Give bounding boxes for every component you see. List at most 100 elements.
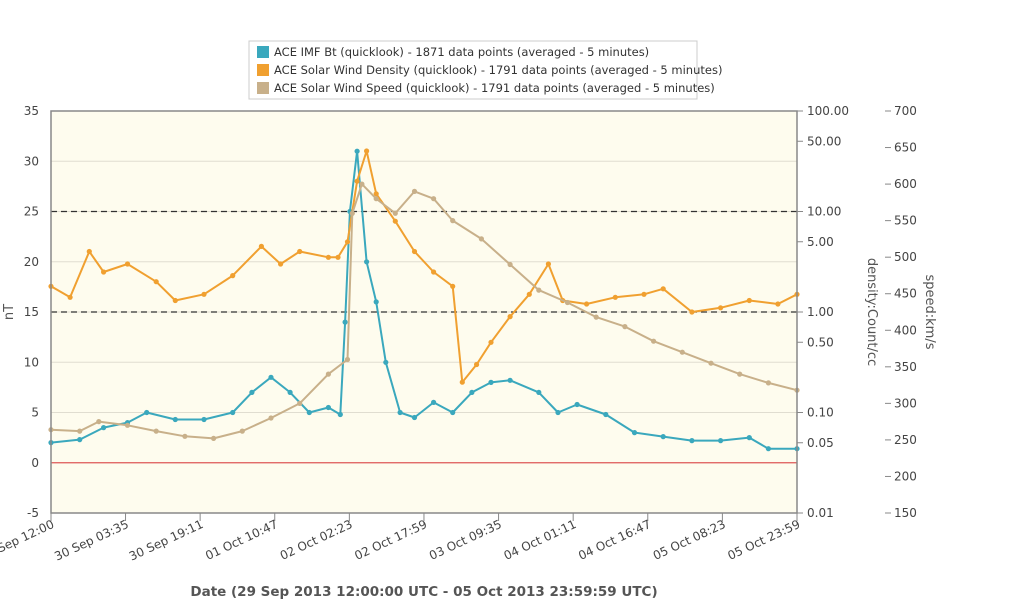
data-point-speed — [564, 299, 571, 306]
data-point-imf — [431, 399, 437, 405]
data-point-imf — [249, 389, 255, 395]
data-point-imf — [746, 435, 752, 441]
density-tick-label: 0.50 — [807, 335, 834, 349]
data-point-imf — [325, 404, 331, 411]
data-point-speed — [268, 415, 274, 421]
data-point-speed — [373, 196, 379, 202]
legend-label-density: ACE Solar Wind Density (quicklook) - 179… — [274, 63, 722, 77]
data-point-density — [545, 261, 552, 267]
speed-axis-ticks: 150 200 250 300 350 400 450 500 550 600 650 700 — [885, 104, 917, 520]
data-point-imf — [230, 409, 236, 416]
data-point-imf — [383, 359, 389, 365]
data-point-density — [689, 309, 695, 315]
data-point-density — [101, 269, 107, 275]
data-point-speed — [359, 181, 365, 187]
data-point-imf — [718, 438, 724, 444]
x-axis-title: Date (29 Sep 2013 12:00:00 UTC - 05 Oct … — [190, 584, 657, 600]
data-point-speed — [536, 287, 542, 293]
data-point-speed — [77, 428, 83, 434]
legend-label-speed: ACE Solar Wind Speed (quicklook) - 1791 … — [274, 81, 715, 95]
data-point-density — [344, 239, 351, 245]
data-point-speed — [651, 338, 657, 344]
data-point-imf — [364, 259, 370, 265]
data-point-imf — [354, 148, 360, 154]
x-tick-label: 04 Oct 01:11 — [502, 517, 579, 563]
imf-tick-label: 30 — [24, 154, 39, 168]
series-density — [48, 148, 800, 385]
data-point-imf — [144, 409, 150, 416]
imf-tick-label: -5 — [27, 506, 39, 520]
data-point-density — [67, 294, 73, 300]
imf-tick-label: 15 — [24, 305, 39, 319]
data-point-imf — [660, 434, 666, 440]
data-point-density — [507, 314, 513, 320]
data-point-imf — [450, 409, 456, 416]
imf-tick-label: 0 — [31, 456, 39, 470]
data-point-speed — [344, 356, 351, 363]
data-point-imf — [342, 319, 348, 325]
data-point-density — [459, 379, 465, 385]
data-point-speed — [593, 314, 599, 320]
data-point-density — [526, 291, 532, 297]
data-point-imf — [555, 409, 561, 416]
speed-tick-label: 200 — [894, 469, 917, 483]
data-point-imf — [337, 411, 343, 418]
x-tick-label: 30 Sep 03:35 — [52, 517, 131, 564]
data-point-density — [660, 286, 666, 292]
data-point-imf — [411, 414, 418, 421]
data-point-speed — [124, 422, 131, 428]
data-point-density — [201, 291, 207, 297]
imf-tick-label: 25 — [24, 205, 39, 219]
legend[interactable]: ACE IMF Bt (quicklook) - 1871 data point… — [248, 40, 722, 100]
speed-tick-label: 350 — [894, 360, 917, 374]
x-tick-label: 03 Oct 09:35 — [427, 517, 504, 563]
data-point-speed — [96, 419, 102, 425]
density-tick-label: 10.00 — [807, 205, 841, 219]
data-point-density — [584, 301, 590, 307]
data-point-imf — [488, 379, 494, 385]
data-point-imf — [689, 438, 695, 444]
reference-lines — [51, 210, 797, 464]
speed-tick-label: 650 — [894, 141, 917, 155]
data-point-density — [373, 191, 379, 197]
imf-tick-label: 35 — [24, 104, 39, 118]
speed-axis-label: speed:km/s — [922, 275, 937, 350]
speed-tick-label: 300 — [894, 396, 917, 410]
data-point-imf — [631, 430, 638, 436]
imf-tick-label: 10 — [24, 355, 39, 369]
legend-label-imf: ACE IMF Bt (quicklook) - 1871 data point… — [274, 45, 649, 59]
data-point-imf — [507, 377, 513, 383]
data-point-density — [612, 294, 618, 300]
data-point-density — [153, 279, 159, 285]
data-point-speed — [679, 349, 685, 355]
x-tick-label: 05 Oct 08:23 — [651, 517, 728, 563]
series-imf — [48, 148, 800, 452]
density-axis-ticks: 0.01 0.05 0.10 0.50 1.00 5.00 10.00 50.00 100.00 — [797, 104, 849, 520]
data-point-density — [488, 339, 494, 345]
data-point-density — [775, 301, 781, 307]
speed-tick-label: 500 — [894, 250, 917, 264]
data-point-speed — [765, 380, 772, 386]
x-tick-label: 29 Sep 12:00 — [0, 517, 56, 564]
imf-tick-label: 5 — [31, 406, 39, 420]
data-point-imf — [306, 409, 312, 416]
data-point-density — [431, 269, 437, 275]
legend-swatch-imf — [257, 46, 269, 58]
data-point-density — [86, 248, 92, 255]
x-tick-label: 02 Oct 02:23 — [278, 517, 355, 563]
data-point-speed — [392, 210, 398, 216]
data-point-imf — [373, 299, 379, 305]
speed-tick-label: 600 — [894, 177, 917, 191]
density-tick-label: 0.01 — [807, 506, 834, 520]
data-point-speed — [708, 360, 714, 366]
data-point-density — [258, 243, 264, 249]
data-point-speed — [450, 218, 456, 224]
data-point-speed — [211, 435, 217, 441]
speed-tick-label: 700 — [894, 104, 917, 118]
data-point-imf — [101, 425, 107, 431]
data-point-speed — [431, 196, 437, 202]
legend-swatch-density — [257, 64, 269, 76]
data-point-speed — [153, 428, 159, 434]
